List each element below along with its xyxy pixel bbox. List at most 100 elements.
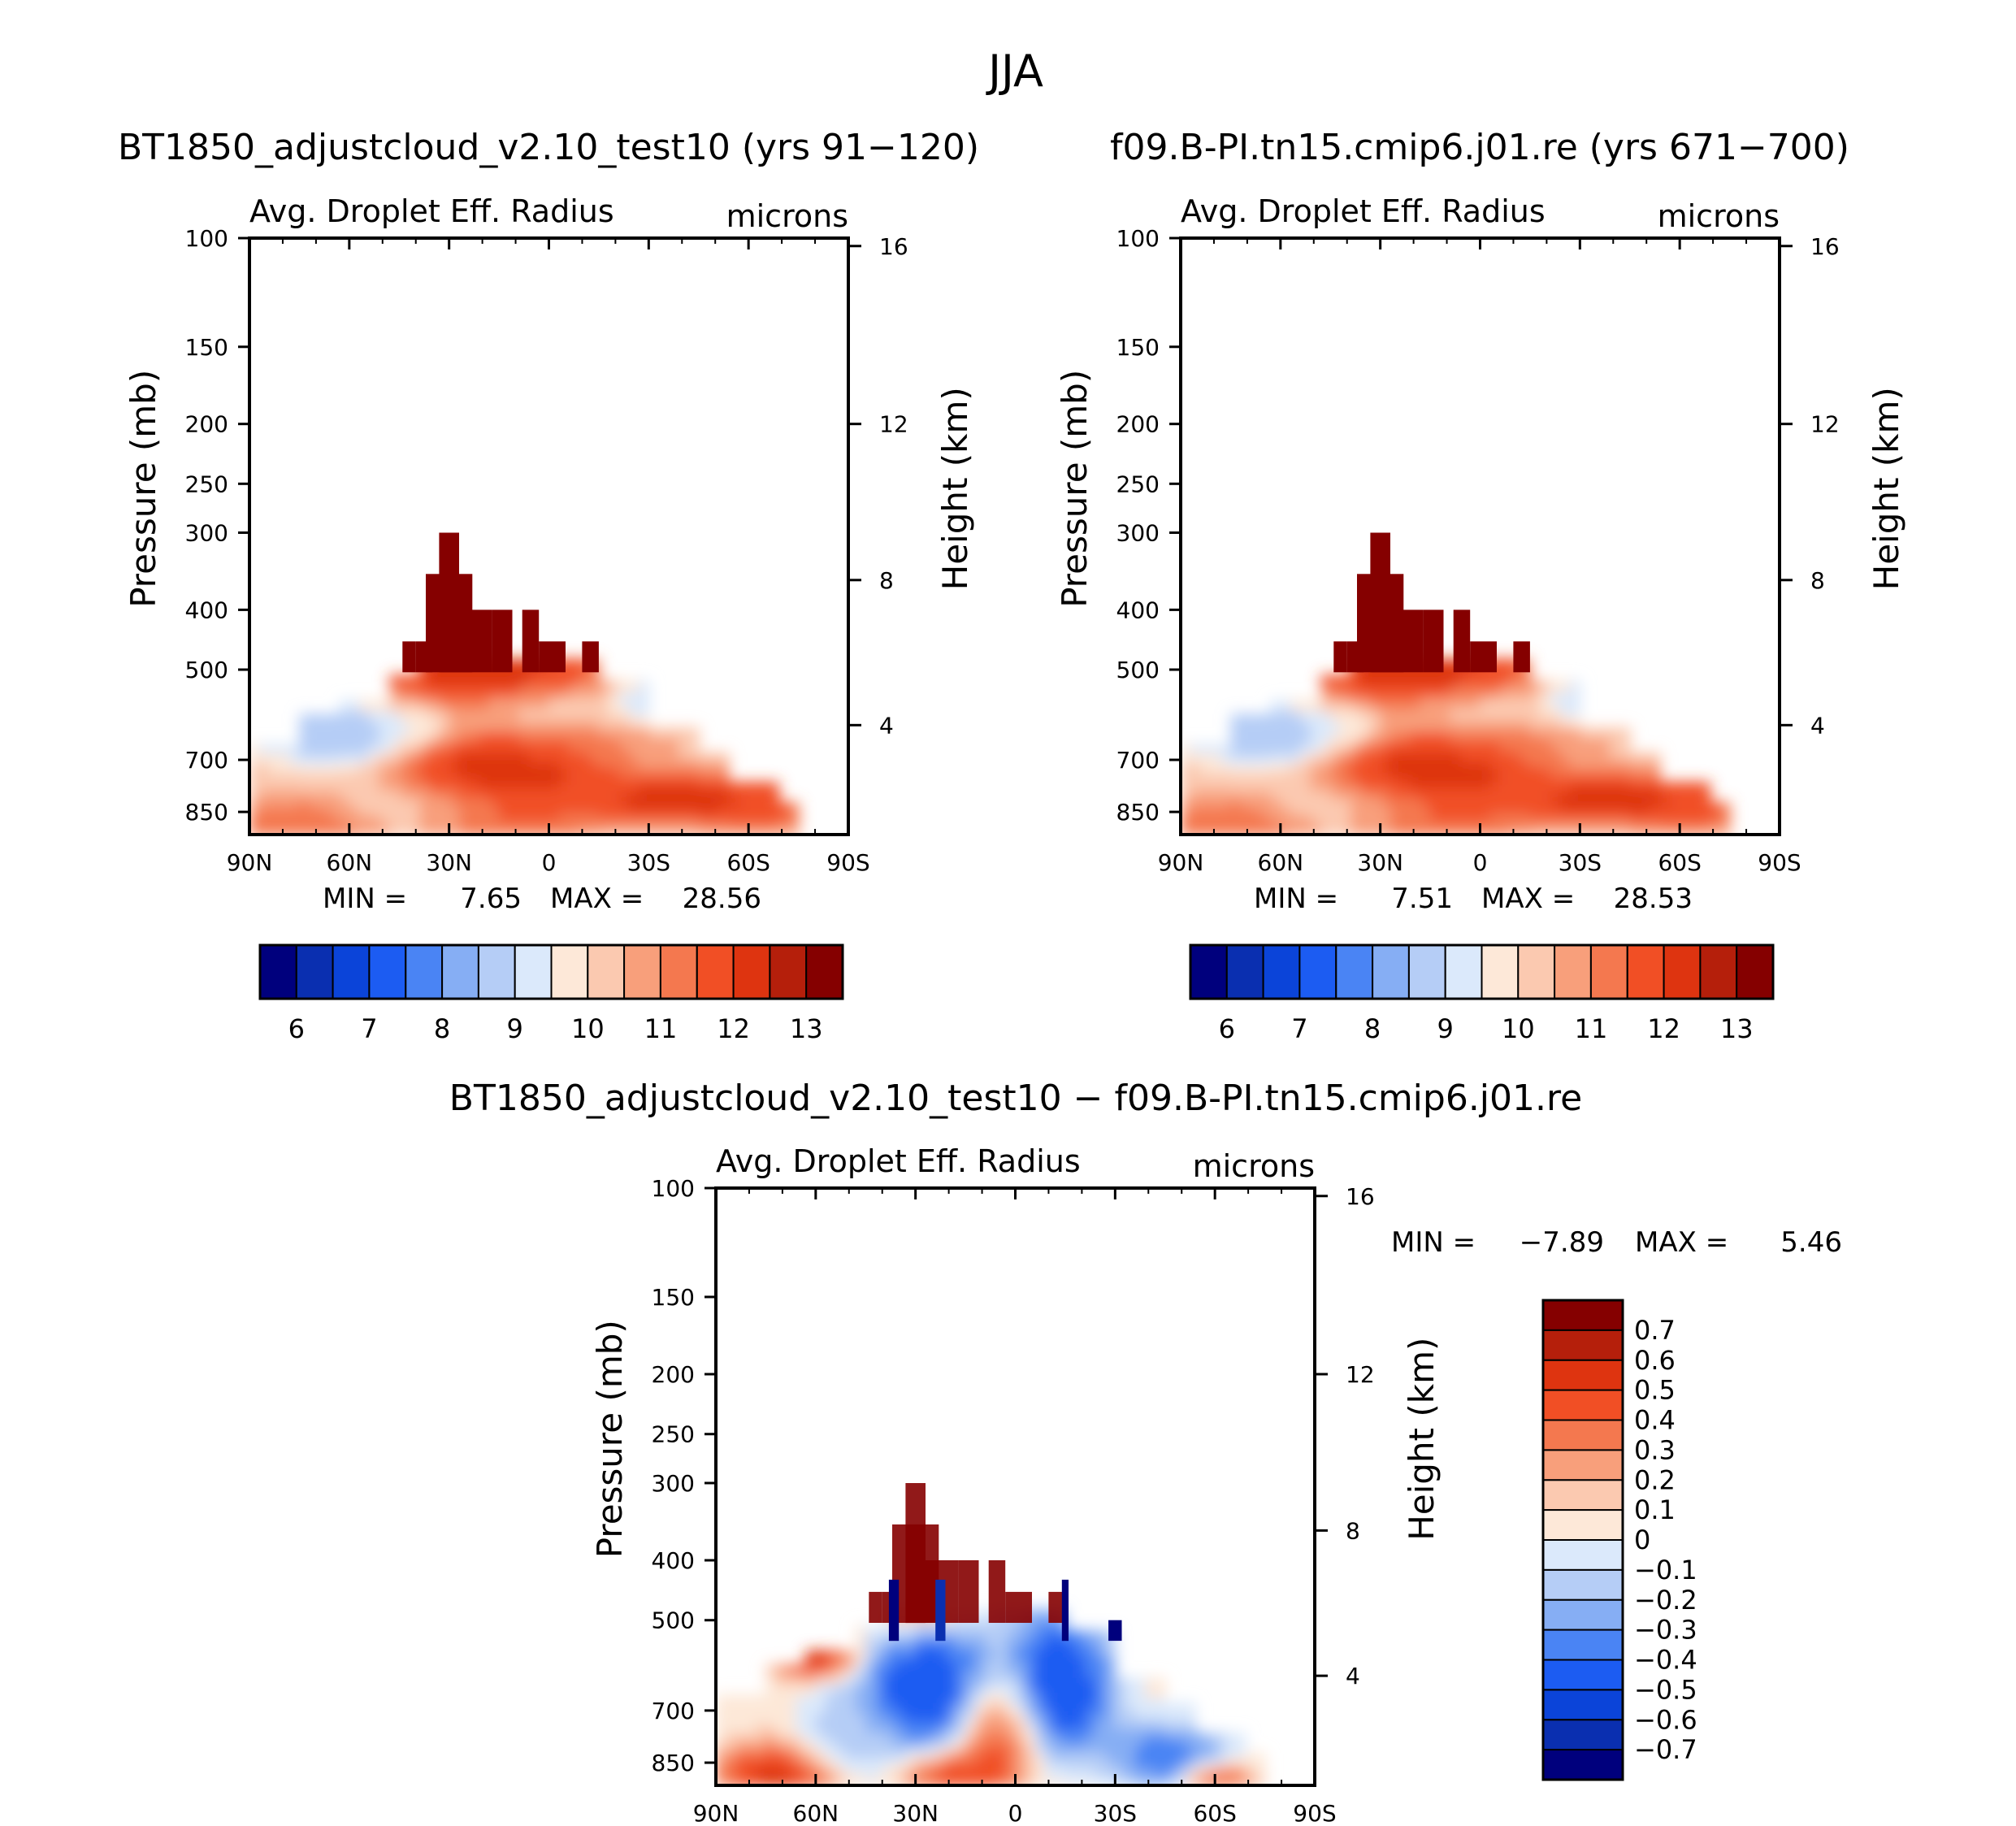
contour-cell — [1689, 782, 1701, 792]
contour-cell — [539, 731, 550, 744]
contour-cell — [985, 1779, 996, 1785]
contour-cell — [548, 697, 560, 710]
contour-cell — [1400, 709, 1411, 722]
contour-cell — [926, 1682, 937, 1694]
contour-cell — [1380, 828, 1391, 835]
contour-cell — [479, 788, 490, 799]
contour-cell — [975, 1659, 986, 1672]
contour-cell — [1181, 830, 1192, 835]
contour-cell — [279, 782, 291, 792]
contour-cell — [1610, 748, 1621, 759]
contour-cell — [1400, 697, 1411, 710]
panel-title: BT1850_adjustcloud_v2.10_test10 (yrs 91−… — [118, 127, 979, 168]
contour-cell — [1005, 1730, 1017, 1741]
contour-cell — [459, 770, 470, 781]
contour-cell — [319, 735, 331, 748]
contour-cell — [1540, 748, 1551, 759]
contour-cell — [1360, 761, 1372, 772]
contour-cell — [835, 1724, 847, 1734]
upper-cloud-block — [1108, 1620, 1122, 1642]
contour-cell — [679, 785, 690, 795]
contour-cell — [1230, 766, 1242, 776]
contour-cell — [1095, 1677, 1107, 1689]
y-right-tick-label: 12 — [879, 411, 908, 438]
contour-cell — [1680, 830, 1691, 835]
contour-cell — [1055, 1712, 1066, 1723]
contour-cell — [409, 807, 420, 816]
contour-cell — [1320, 700, 1332, 713]
contour-cell — [1270, 700, 1281, 713]
contour-cell — [1105, 1667, 1116, 1679]
contour-cell — [995, 1623, 1007, 1637]
contour-cell — [826, 1673, 837, 1685]
contour-cell — [1459, 828, 1472, 835]
contour-cell — [1075, 1736, 1086, 1746]
contour-cell — [1650, 752, 1661, 763]
contour-cell — [329, 766, 340, 776]
contour-cell — [895, 1671, 907, 1684]
contour-cell — [459, 813, 470, 822]
contour-cell — [1540, 826, 1551, 835]
contour-cell — [856, 1673, 867, 1685]
y-right-tick-label: 12 — [1346, 1361, 1375, 1388]
contour-cell — [1045, 1682, 1056, 1694]
contour-cell — [1145, 1718, 1156, 1728]
contour-cell — [639, 727, 650, 739]
contour-cell — [835, 1741, 847, 1751]
contour-cell — [1280, 773, 1292, 783]
contour-cell — [1570, 818, 1581, 827]
contour-cell — [1230, 774, 1242, 785]
contour-cell — [1650, 788, 1661, 799]
contour-cell — [1190, 799, 1202, 809]
colorbar-swatch — [441, 944, 479, 1000]
contour-cell — [786, 1664, 797, 1677]
contour-cell — [985, 1712, 996, 1723]
contour-cell — [1619, 738, 1631, 749]
contour-cell — [499, 731, 510, 744]
contour-cell — [1330, 790, 1342, 800]
contour-cell — [588, 742, 600, 753]
contour-cell — [1035, 1721, 1047, 1732]
contour-cell — [639, 794, 650, 804]
contour-cell — [1260, 746, 1272, 757]
contour-cell — [548, 709, 560, 722]
contour-cell — [716, 1714, 727, 1724]
contour-cell — [1500, 697, 1511, 710]
contour-cell — [1459, 720, 1472, 733]
contour-cell — [796, 1707, 807, 1717]
contour-cell — [765, 1676, 777, 1688]
contour-cell — [1064, 1776, 1077, 1785]
contour-cell — [985, 1721, 996, 1732]
contour-cell — [716, 1694, 727, 1706]
contour-cell — [1320, 711, 1332, 724]
contour-cell — [429, 672, 440, 687]
contour-cell — [528, 821, 540, 830]
contour-cell — [1320, 773, 1332, 783]
contour-cell — [885, 1693, 897, 1704]
contour-cell — [1589, 826, 1601, 835]
contour-cell — [399, 807, 410, 816]
contour-cell — [369, 807, 380, 816]
contour-cell — [309, 766, 320, 776]
contour-cell — [1350, 672, 1362, 687]
contour-cell — [1340, 807, 1351, 816]
contour-cell — [1450, 720, 1461, 733]
y-tick-label: 100 — [185, 225, 228, 252]
contour-cell — [479, 770, 490, 781]
contour-cell — [1420, 770, 1432, 781]
contour-cell — [845, 1650, 856, 1663]
contour-cell — [1175, 1779, 1186, 1785]
contour-cell — [1689, 799, 1701, 809]
contour-cell — [778, 802, 790, 812]
contour-cell — [319, 816, 331, 826]
contour-cell — [786, 1734, 797, 1744]
colorbar: 0.70.60.50.40.30.20.10−0.1−0.2−0.3−0.4−0… — [1541, 1299, 1697, 1781]
contour-cell — [319, 792, 331, 802]
contour-cell — [539, 720, 550, 733]
contour-cell — [668, 727, 680, 739]
contour-cell — [1280, 830, 1292, 835]
contour-cell — [895, 1779, 907, 1785]
contour-cell — [609, 738, 620, 749]
contour-cell — [1035, 1609, 1047, 1624]
contour-cell — [1529, 716, 1541, 728]
